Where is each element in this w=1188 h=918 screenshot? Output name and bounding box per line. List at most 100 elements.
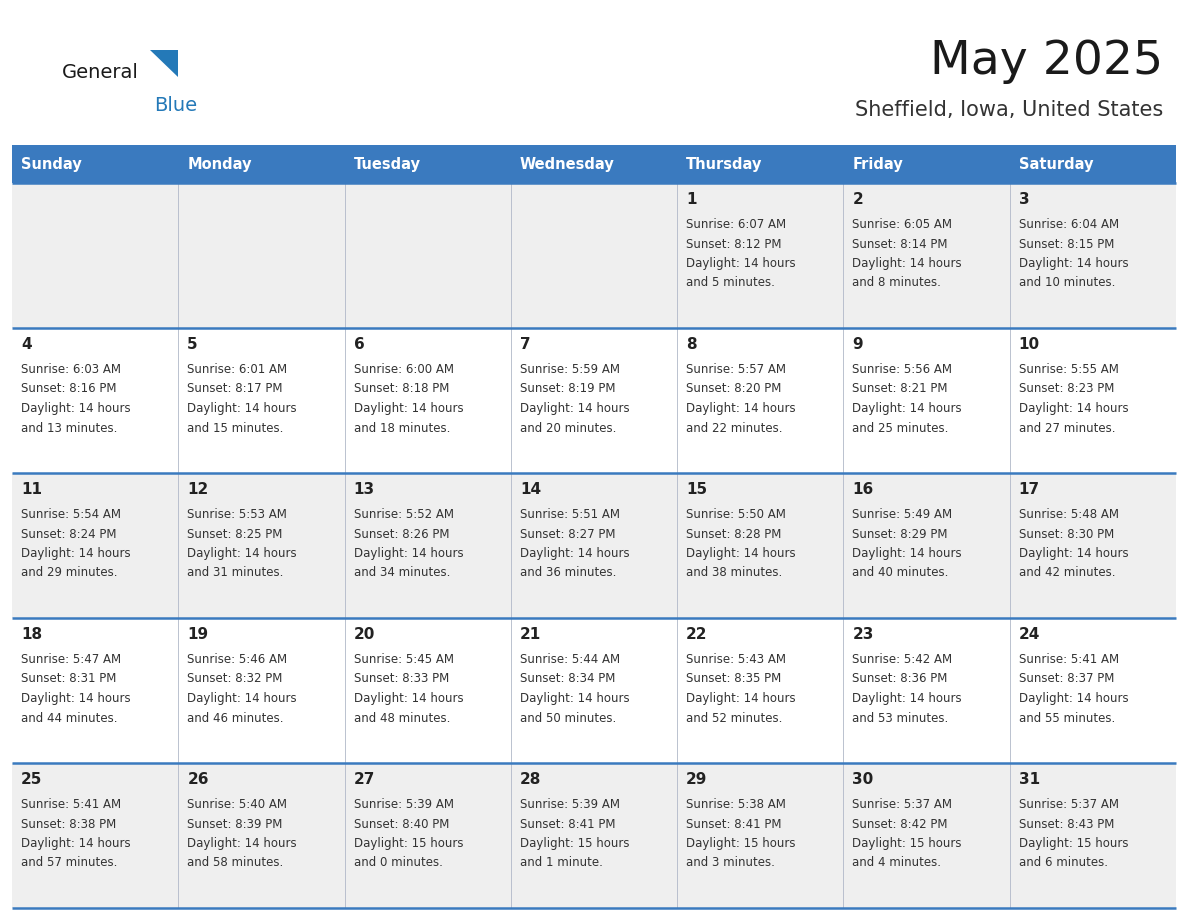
FancyBboxPatch shape	[12, 183, 178, 328]
Text: Daylight: 15 hours: Daylight: 15 hours	[354, 837, 463, 850]
Text: Sunset: 8:12 PM: Sunset: 8:12 PM	[687, 238, 782, 251]
FancyBboxPatch shape	[1010, 183, 1176, 328]
Text: and 42 minutes.: and 42 minutes.	[1019, 566, 1116, 579]
FancyBboxPatch shape	[178, 473, 345, 618]
Text: Daylight: 15 hours: Daylight: 15 hours	[853, 837, 962, 850]
Text: Sunrise: 6:00 AM: Sunrise: 6:00 AM	[354, 363, 454, 376]
Text: and 38 minutes.: and 38 minutes.	[687, 566, 783, 579]
FancyBboxPatch shape	[511, 618, 677, 763]
Polygon shape	[150, 50, 178, 77]
Text: Sunset: 8:37 PM: Sunset: 8:37 PM	[1019, 673, 1114, 686]
FancyBboxPatch shape	[1010, 473, 1176, 618]
Text: Sunrise: 5:37 AM: Sunrise: 5:37 AM	[853, 798, 953, 811]
Text: 1: 1	[687, 192, 696, 207]
Text: Sunrise: 6:05 AM: Sunrise: 6:05 AM	[853, 218, 953, 231]
FancyBboxPatch shape	[843, 618, 1010, 763]
Text: Sunrise: 5:38 AM: Sunrise: 5:38 AM	[687, 798, 786, 811]
FancyBboxPatch shape	[178, 618, 345, 763]
FancyBboxPatch shape	[178, 183, 345, 328]
Text: Daylight: 14 hours: Daylight: 14 hours	[687, 547, 796, 560]
Text: and 10 minutes.: and 10 minutes.	[1019, 276, 1116, 289]
FancyBboxPatch shape	[511, 763, 677, 908]
Text: 26: 26	[188, 772, 209, 787]
Text: Daylight: 14 hours: Daylight: 14 hours	[1019, 692, 1129, 705]
Text: Daylight: 14 hours: Daylight: 14 hours	[853, 547, 962, 560]
Text: 13: 13	[354, 482, 374, 497]
FancyBboxPatch shape	[511, 183, 677, 328]
FancyBboxPatch shape	[178, 145, 345, 183]
Text: Sunrise: 6:07 AM: Sunrise: 6:07 AM	[687, 218, 786, 231]
Text: Sunrise: 6:03 AM: Sunrise: 6:03 AM	[21, 363, 121, 376]
FancyBboxPatch shape	[677, 328, 843, 473]
Text: Sunrise: 5:47 AM: Sunrise: 5:47 AM	[21, 653, 121, 666]
Text: and 4 minutes.: and 4 minutes.	[853, 856, 941, 869]
Text: Sunrise: 5:50 AM: Sunrise: 5:50 AM	[687, 508, 786, 521]
FancyBboxPatch shape	[677, 183, 843, 328]
Text: Sunset: 8:29 PM: Sunset: 8:29 PM	[853, 528, 948, 541]
Text: Daylight: 14 hours: Daylight: 14 hours	[687, 257, 796, 270]
FancyBboxPatch shape	[677, 618, 843, 763]
Text: Sunset: 8:43 PM: Sunset: 8:43 PM	[1019, 818, 1114, 831]
Text: Daylight: 15 hours: Daylight: 15 hours	[1019, 837, 1129, 850]
Text: Daylight: 14 hours: Daylight: 14 hours	[520, 692, 630, 705]
Text: Daylight: 14 hours: Daylight: 14 hours	[21, 547, 131, 560]
FancyBboxPatch shape	[677, 145, 843, 183]
Text: Sunrise: 6:04 AM: Sunrise: 6:04 AM	[1019, 218, 1119, 231]
Text: Sunrise: 5:39 AM: Sunrise: 5:39 AM	[354, 798, 454, 811]
Text: Sunset: 8:25 PM: Sunset: 8:25 PM	[188, 528, 283, 541]
Text: Sunrise: 5:44 AM: Sunrise: 5:44 AM	[520, 653, 620, 666]
Text: Sunset: 8:20 PM: Sunset: 8:20 PM	[687, 383, 782, 396]
Text: Sunset: 8:27 PM: Sunset: 8:27 PM	[520, 528, 615, 541]
Text: 29: 29	[687, 772, 708, 787]
Text: Sunset: 8:39 PM: Sunset: 8:39 PM	[188, 818, 283, 831]
Text: and 3 minutes.: and 3 minutes.	[687, 856, 775, 869]
FancyBboxPatch shape	[843, 763, 1010, 908]
Text: Daylight: 14 hours: Daylight: 14 hours	[188, 837, 297, 850]
Text: Daylight: 14 hours: Daylight: 14 hours	[687, 692, 796, 705]
Text: 12: 12	[188, 482, 209, 497]
Text: Sunset: 8:42 PM: Sunset: 8:42 PM	[853, 818, 948, 831]
FancyBboxPatch shape	[12, 328, 178, 473]
Text: Daylight: 15 hours: Daylight: 15 hours	[687, 837, 796, 850]
Text: 3: 3	[1019, 192, 1029, 207]
Text: and 1 minute.: and 1 minute.	[520, 856, 602, 869]
Text: Tuesday: Tuesday	[354, 156, 421, 172]
Text: 19: 19	[188, 627, 208, 642]
Text: Sunrise: 5:55 AM: Sunrise: 5:55 AM	[1019, 363, 1119, 376]
Text: Sunset: 8:18 PM: Sunset: 8:18 PM	[354, 383, 449, 396]
Text: Daylight: 14 hours: Daylight: 14 hours	[1019, 547, 1129, 560]
FancyBboxPatch shape	[12, 145, 178, 183]
Text: Sunset: 8:35 PM: Sunset: 8:35 PM	[687, 673, 782, 686]
Text: and 50 minutes.: and 50 minutes.	[520, 711, 617, 724]
Text: 14: 14	[520, 482, 541, 497]
Text: Daylight: 14 hours: Daylight: 14 hours	[853, 692, 962, 705]
Text: and 6 minutes.: and 6 minutes.	[1019, 856, 1107, 869]
FancyBboxPatch shape	[677, 473, 843, 618]
Text: Sunrise: 5:49 AM: Sunrise: 5:49 AM	[853, 508, 953, 521]
Text: 17: 17	[1019, 482, 1040, 497]
Text: Sunrise: 5:52 AM: Sunrise: 5:52 AM	[354, 508, 454, 521]
Text: Sunrise: 6:01 AM: Sunrise: 6:01 AM	[188, 363, 287, 376]
Text: 8: 8	[687, 337, 697, 352]
Text: and 0 minutes.: and 0 minutes.	[354, 856, 442, 869]
FancyBboxPatch shape	[843, 328, 1010, 473]
Text: Wednesday: Wednesday	[520, 156, 614, 172]
Text: 30: 30	[853, 772, 873, 787]
Text: Sunset: 8:32 PM: Sunset: 8:32 PM	[188, 673, 283, 686]
Text: 20: 20	[354, 627, 375, 642]
Text: Sunday: Sunday	[21, 156, 82, 172]
Text: Daylight: 14 hours: Daylight: 14 hours	[188, 402, 297, 415]
Text: Blue: Blue	[154, 95, 197, 115]
Text: Sunset: 8:24 PM: Sunset: 8:24 PM	[21, 528, 116, 541]
Text: 24: 24	[1019, 627, 1040, 642]
FancyBboxPatch shape	[1010, 618, 1176, 763]
Text: Sunset: 8:23 PM: Sunset: 8:23 PM	[1019, 383, 1114, 396]
Text: Monday: Monday	[188, 156, 252, 172]
Text: and 36 minutes.: and 36 minutes.	[520, 566, 617, 579]
Text: and 58 minutes.: and 58 minutes.	[188, 856, 284, 869]
Text: Sunrise: 5:39 AM: Sunrise: 5:39 AM	[520, 798, 620, 811]
FancyBboxPatch shape	[511, 473, 677, 618]
Text: and 48 minutes.: and 48 minutes.	[354, 711, 450, 724]
Text: Sunset: 8:19 PM: Sunset: 8:19 PM	[520, 383, 615, 396]
Text: and 8 minutes.: and 8 minutes.	[853, 276, 941, 289]
